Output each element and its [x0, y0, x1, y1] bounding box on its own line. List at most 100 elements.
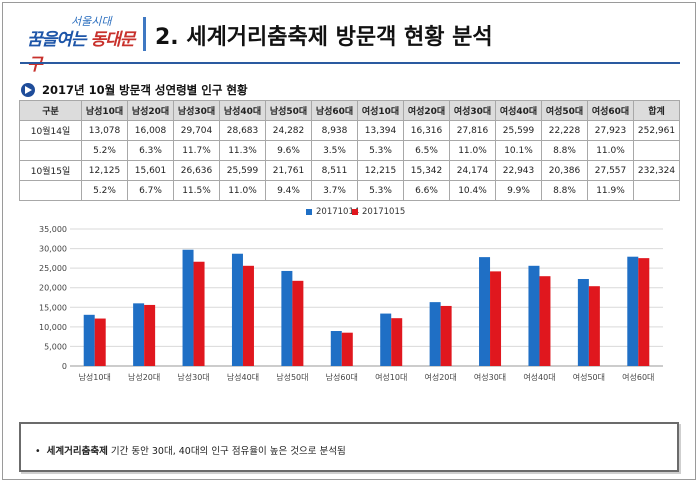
logo-top-text: 서울시대 [71, 15, 112, 28]
bar-20171015 [588, 286, 600, 366]
bar-20171015 [242, 265, 254, 366]
bar-20171014 [429, 302, 441, 366]
bar-20171014 [83, 314, 95, 366]
table-cell: 16,316 [403, 120, 450, 141]
logo-left-text: 꿈을여는 [27, 30, 87, 50]
table-cell: 12,215 [357, 160, 404, 181]
table-cell: 13,078 [81, 120, 128, 141]
table-header-cell: 여성40대 [495, 100, 542, 121]
table-header-cell: 남성10대 [81, 100, 128, 121]
table-cell: 15,601 [127, 160, 174, 181]
table-cell: 9.4% [265, 180, 312, 201]
table-header-cell: 여성60대 [587, 100, 634, 121]
bar-20171014 [182, 249, 194, 366]
legend-label: 20171015 [362, 207, 406, 217]
table-cell: 11.0% [449, 140, 496, 161]
table-row: 10월15일 12,125 15,601 26,636 25,599 21,761 8,51… [19, 160, 680, 181]
table-cell: 252,961 [633, 120, 680, 141]
table-cell: 10.1% [495, 140, 542, 161]
table-cell: 8,938 [311, 120, 358, 141]
bar-20171014 [281, 270, 293, 366]
section-title: 2017년 10월 방문객 성연령별 인구 현황 [42, 83, 248, 97]
x-tick-label: 남성10대 [79, 373, 111, 382]
chart-legend: 20171014 20171015 [0, 207, 700, 221]
bar-20171015 [391, 318, 403, 366]
table-header-cell: 합계 [633, 100, 680, 121]
x-tick-label: 남성60대 [326, 373, 358, 382]
y-tick-label: 10,000 [39, 323, 67, 332]
table-cell: 28,683 [219, 120, 266, 141]
table-header-cell: 여성10대 [357, 100, 404, 121]
x-tick-label: 남성40대 [227, 373, 259, 382]
legend-swatch [306, 208, 312, 215]
table-cell: 24,174 [449, 160, 496, 181]
summary-text: • 세계거리춤축제 기간 동안 30대, 40대의 인구 점유율이 높은 것으로… [35, 443, 346, 457]
logo-main-text: 꿈을여는 동대문구 [27, 25, 135, 75]
bullet: • [35, 446, 41, 457]
bar-20171014 [380, 313, 392, 366]
table-header-cell: 여성50대 [541, 100, 588, 121]
legend-item-20171014: 20171014 [306, 207, 359, 217]
bar-20171015 [341, 332, 353, 366]
table-cell: 3.5% [311, 140, 358, 161]
legend-item-20171015: 20171015 [352, 207, 405, 217]
bar-20171015 [539, 276, 551, 366]
table-row: 5.2% 6.7% 11.5% 11.0% 9.4% 3.7% 5.3% 6.6% 10.4% 9… [19, 180, 680, 201]
table-cell: 9.9% [495, 180, 542, 201]
table-header-row: 구분 남성10대 남성20대 남성30대 남성40대 남성50대 남성60대 여성10대 여성2… [19, 100, 680, 121]
bar-20171015 [638, 258, 650, 366]
table-cell: 8.8% [541, 180, 588, 201]
table-cell: 3.7% [311, 180, 358, 201]
table-cell: 11.7% [173, 140, 220, 161]
bar-20171014 [627, 256, 639, 366]
table-cell: 6.5% [403, 140, 450, 161]
table-cell: 24,282 [265, 120, 312, 141]
table-cell: 5.2% [81, 140, 128, 161]
x-tick-label: 여성40대 [523, 372, 555, 382]
bar-20171015 [292, 280, 304, 366]
table-cell: 27,557 [587, 160, 634, 181]
table-cell: 11.3% [219, 140, 266, 161]
table-cell: 11.9% [587, 180, 634, 201]
table-cell: 5.3% [357, 180, 404, 201]
table-cell: 22,943 [495, 160, 542, 181]
bar-20171014 [133, 303, 145, 366]
table-row: 10월14일 13,078 16,008 29,704 28,683 24,282 8,93… [19, 120, 680, 141]
table-cell [633, 140, 680, 161]
table-row: 5.2% 6.3% 11.7% 11.3% 9.6% 3.5% 5.3% 6.5% 11.0% 1… [19, 140, 680, 161]
table-cell: 21,761 [265, 160, 312, 181]
table-header-cell: 구분 [19, 100, 82, 121]
bar-20171015 [144, 304, 156, 366]
table-cell: 27,816 [449, 120, 496, 141]
table-cell: 15,342 [403, 160, 450, 181]
x-tick-label: 남성30대 [177, 373, 209, 382]
table-cell: 10.4% [449, 180, 496, 201]
x-tick-label: 여성30대 [474, 372, 506, 382]
table-header-cell: 여성20대 [403, 100, 450, 121]
title-divider [143, 17, 146, 51]
table-cell: 11.0% [587, 140, 634, 161]
table-header-cell: 여성30대 [449, 100, 496, 121]
summary-bold: 세계거리춤축제 [46, 446, 108, 457]
header: 서울시대 꿈을여는 동대문구 2. 세계거리춤축제 방문객 현황 분석 [3, 3, 695, 75]
table-header-cell: 남성60대 [311, 100, 358, 121]
table-header-cell: 남성40대 [219, 100, 266, 121]
legend-label: 20171014 [316, 207, 360, 217]
logo-right-text: 동대문구 [27, 30, 135, 75]
table-header-cell: 남성30대 [173, 100, 220, 121]
bar-20171015 [490, 271, 502, 366]
table-cell: 12,125 [81, 160, 128, 181]
x-tick-label: 남성50대 [276, 373, 308, 382]
visitor-table: 구분 남성10대 남성20대 남성30대 남성40대 남성50대 남성60대 여성10대 여성2… [19, 100, 680, 201]
table-cell: 13,394 [357, 120, 404, 141]
y-tick-label: 25,000 [39, 264, 67, 273]
x-tick-label: 여성20대 [424, 372, 456, 382]
table-cell: 5.2% [81, 180, 128, 201]
table-cell: 25,599 [219, 160, 266, 181]
y-tick-label: 20,000 [39, 284, 67, 293]
y-tick-label: 5,000 [44, 342, 67, 351]
table-cell: 8,511 [311, 160, 358, 181]
table-cell [19, 140, 82, 161]
x-tick-label: 남성20대 [128, 373, 160, 382]
